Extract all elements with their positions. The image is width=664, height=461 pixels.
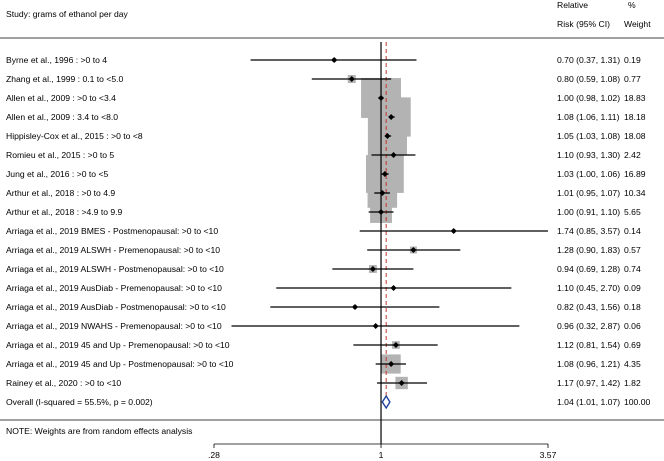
point-estimate [331, 57, 338, 63]
weight-column-header-line1: % [628, 0, 636, 10]
weight-value: 0.77 [624, 74, 641, 84]
rr-ci-value: 1.05 (1.03, 1.08) [557, 131, 620, 141]
x-axis: .28 1 3.57 [208, 443, 557, 460]
study-label: Jung et al., 2016 : >0 to <5 [6, 169, 108, 179]
point-estimate [348, 76, 355, 82]
overall-rr-ci-value: 1.04 (1.01, 1.07) [557, 397, 620, 407]
rr-ci-value: 1.01 (0.95, 1.07) [557, 188, 620, 198]
rr-ci-value: 1.00 (0.91, 1.10) [557, 207, 620, 217]
rr-column-header-line2: Risk (95% CI) [557, 19, 610, 29]
study-label: Arriaga et al., 2019 ALSWH - Premenopaus… [6, 245, 220, 255]
weight-value: 2.42 [624, 150, 641, 160]
rr-ci-value: 0.94 (0.69, 1.28) [557, 264, 620, 274]
study-label: Zhang et al., 1999 : 0.1 to <5.0 [6, 74, 124, 84]
weight-value: 18.83 [624, 93, 646, 103]
point-estimate [372, 323, 379, 329]
study-label: Arriaga et al., 2019 BMES - Postmenopaus… [6, 226, 218, 236]
weight-value: 0.69 [624, 340, 641, 350]
rr-ci-value: 0.80 (0.59, 1.08) [557, 74, 620, 84]
rr-ci-value: 1.10 (0.93, 1.30) [557, 150, 620, 160]
weight-value: 0.09 [624, 283, 641, 293]
point-estimate [351, 304, 358, 310]
point-estimate [388, 361, 395, 367]
rr-ci-value: 1.10 (0.45, 2.70) [557, 283, 620, 293]
weight-value: 18.18 [624, 112, 646, 122]
rr-ci-value: 1.08 (1.06, 1.11) [557, 112, 620, 122]
x-tick-label: .28 [208, 450, 220, 460]
point-estimate [410, 247, 417, 253]
weight-value: 4.35 [624, 359, 641, 369]
study-label: Allen et al., 2009 : 3.4 to <8.0 [6, 112, 118, 122]
study-label: Allen et al., 2009 : >0 to <3.4 [6, 93, 116, 103]
study-rows: Byrne et al., 1996 : >0 to 4 0.70 (0.37, … [6, 55, 651, 410]
weight-value: 16.89 [624, 169, 646, 179]
point-estimate [388, 114, 395, 120]
weight-value: 0.74 [624, 264, 641, 274]
point-estimate [390, 152, 397, 158]
weight-value: 0.19 [624, 55, 641, 65]
overall-label: Overall (I-squared = 55.5%, p = 0.002) [6, 397, 153, 407]
study-label: Byrne et al., 1996 : >0 to 4 [6, 55, 107, 65]
study-label: Arriaga et al., 2019 45 and Up - Postmen… [6, 359, 234, 369]
study-label: Arriaga et al., 2019 ALSWH - Postmenopau… [6, 264, 224, 274]
study-label: Rainey et al., 2020 : >0 to <10 [6, 378, 121, 388]
weight-value: 0.14 [624, 226, 641, 236]
x-tick-label: 1 [379, 450, 384, 460]
point-estimate [384, 133, 391, 139]
weight-value: 0.06 [624, 321, 641, 331]
point-estimate [392, 342, 399, 348]
study-label: Romieu et al., 2015 : >0 to 5 [6, 150, 114, 160]
study-label: Arriaga et al., 2019 NWAHS - Premenopaus… [6, 321, 222, 331]
rr-ci-value: 0.96 (0.32, 2.87) [557, 321, 620, 331]
study-label: Arriaga et al., 2019 AusDiab - Premenopa… [6, 283, 222, 293]
weight-value: 5.65 [624, 207, 641, 217]
rr-ci-value: 1.00 (0.98, 1.02) [557, 93, 620, 103]
point-estimate [390, 285, 397, 291]
study-column-header: Study: grams of ethanol per day [6, 9, 129, 19]
overall-weight-value: 100.00 [624, 397, 651, 407]
study-label: Arriaga et al., 2019 45 and Up - Premeno… [6, 340, 230, 350]
study-label: Arthur et al., 2018 : >4.9 to 9.9 [6, 207, 123, 217]
rr-ci-value: 1.28 (0.90, 1.83) [557, 245, 620, 255]
rr-ci-value: 1.03 (1.00, 1.06) [557, 169, 620, 179]
rr-ci-value: 1.08 (0.96, 1.21) [557, 359, 620, 369]
rr-ci-value: 0.70 (0.37, 1.31) [557, 55, 620, 65]
weights-note: NOTE: Weights are from random effects an… [6, 426, 192, 436]
point-estimate [381, 171, 388, 177]
point-estimate [450, 228, 457, 234]
weight-column-header-line2: Weight [624, 19, 651, 29]
point-estimate [378, 95, 385, 101]
weight-value: 0.57 [624, 245, 641, 255]
study-label: Arthur et al., 2018 : >0 to 4.9 [6, 188, 115, 198]
weight-value: 10.34 [624, 188, 646, 198]
rr-ci-value: 1.17 (0.97, 1.42) [557, 378, 620, 388]
study-label: Hippisley-Cox et al., 2015 : >0 to <8 [6, 131, 143, 141]
study-label: Arriaga et al., 2019 AusDiab - Postmenop… [6, 302, 226, 312]
rr-ci-value: 0.82 (0.43, 1.56) [557, 302, 620, 312]
weight-value: 1.82 [624, 378, 641, 388]
weight-value: 0.18 [624, 302, 641, 312]
point-estimate [379, 190, 386, 196]
rr-ci-value: 1.74 (0.85, 3.57) [557, 226, 620, 236]
weight-boxes [332, 57, 456, 390]
x-tick-label: 3.57 [540, 450, 557, 460]
rr-ci-value: 1.12 (0.81, 1.54) [557, 340, 620, 350]
weight-value: 18.08 [624, 131, 646, 141]
point-estimate [398, 380, 405, 386]
rr-column-header-line1: Relative [557, 0, 588, 10]
point-estimate [369, 266, 376, 272]
overall-diamond [381, 394, 391, 410]
point-estimate [378, 209, 385, 215]
